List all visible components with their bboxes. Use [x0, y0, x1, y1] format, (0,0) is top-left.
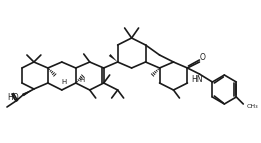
Polygon shape: [109, 54, 118, 62]
Text: H: H: [80, 77, 85, 83]
Text: O: O: [199, 53, 205, 62]
Text: HN: HN: [192, 75, 203, 84]
Text: H: H: [61, 79, 67, 85]
Text: CH₃: CH₃: [246, 105, 258, 110]
Polygon shape: [22, 89, 34, 96]
Text: HO: HO: [7, 93, 19, 102]
